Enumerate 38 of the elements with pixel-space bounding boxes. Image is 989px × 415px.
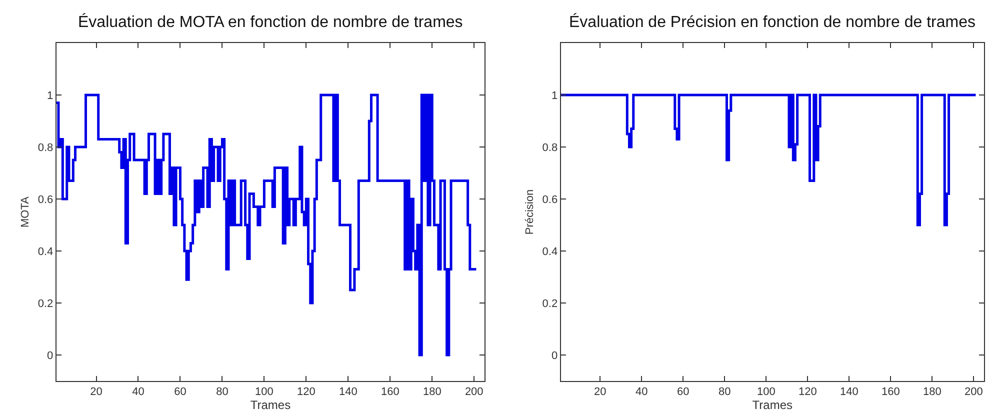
y-tick-label: 0.2 <box>38 298 54 310</box>
y-tick-label: 0.2 <box>542 298 558 310</box>
x-tick-label: 100 <box>255 386 274 398</box>
x-tick-label: 40 <box>132 386 144 398</box>
y-tick-label: 0.6 <box>38 194 54 206</box>
x-tick-label: 100 <box>757 386 776 398</box>
x-tick-label: 200 <box>964 386 983 398</box>
y-tick-label: 0.6 <box>542 194 558 206</box>
x-tick-label: 60 <box>174 386 186 398</box>
x-tick-label: 120 <box>798 386 817 398</box>
x-tick-label: 140 <box>338 386 358 398</box>
y-tick-label: 0.4 <box>542 246 558 258</box>
x-tick-label: 120 <box>296 386 316 398</box>
y-tick-label: 0.8 <box>542 142 558 154</box>
y-axis-title: Précision <box>524 189 536 235</box>
x-tick-label: 200 <box>464 386 484 398</box>
x-tick-label: 20 <box>90 386 102 398</box>
y-tick-label: 0.8 <box>38 142 54 154</box>
y-tick-label: 0 <box>551 350 558 362</box>
y-axis-title: MOTA <box>20 196 32 228</box>
y-tick-label: 0.4 <box>38 246 54 258</box>
y-tick-label: 1 <box>551 90 558 102</box>
x-tick-label: 20 <box>594 386 606 398</box>
x-tick-label: 180 <box>923 386 942 398</box>
x-axis-title: Trames <box>752 398 793 412</box>
x-tick-label: 140 <box>840 386 858 398</box>
chart-title: Évaluation de MOTA en fonction de nombre de trames <box>78 13 463 31</box>
x-tick-label: 80 <box>718 386 731 398</box>
y-tick-label: 0 <box>47 350 54 362</box>
x-tick-label: 160 <box>882 386 900 398</box>
y-tick-label: 1 <box>47 90 54 102</box>
chart-title: Évaluation de Précision en fonction de nombre de trames <box>569 13 976 31</box>
x-tick-label: 80 <box>216 386 228 398</box>
x-tick-label: 60 <box>677 386 690 398</box>
x-tick-label: 160 <box>380 386 400 398</box>
x-axis-title: Trames <box>250 398 291 412</box>
x-tick-label: 40 <box>636 386 648 398</box>
x-tick-label: 180 <box>422 386 442 398</box>
